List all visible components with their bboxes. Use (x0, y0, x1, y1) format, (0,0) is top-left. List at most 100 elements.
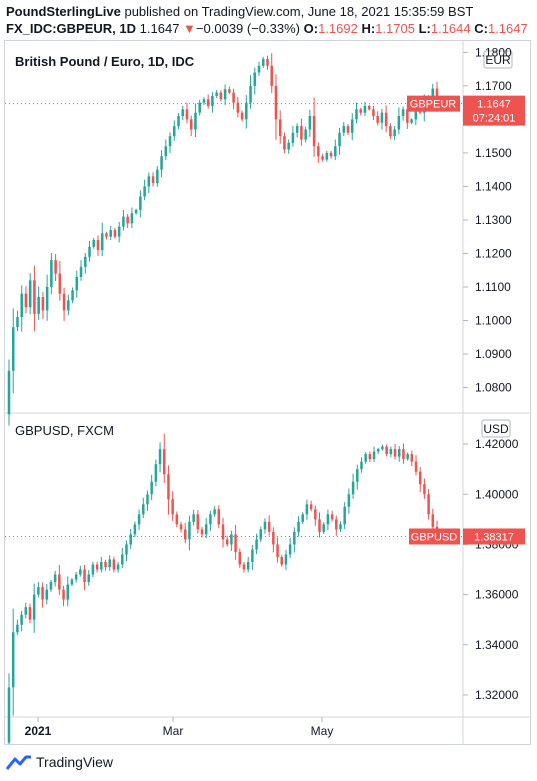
gbpusd-candle-body (230, 534, 233, 545)
gbpusd-candle-body (91, 564, 95, 575)
gbpeur-candle-body (300, 126, 303, 140)
gbpusd-candle-body (301, 514, 304, 522)
gbpusd-candle-body (142, 504, 145, 515)
gbpeur-candle-body (194, 112, 197, 130)
gbpeur-candle-body (185, 109, 189, 120)
gbpeur-candle-body (253, 72, 257, 86)
gbpusd-candle-body (70, 579, 74, 585)
gbpusd-candle-body (16, 624, 19, 633)
gbpusd-candles (7, 433, 439, 757)
gbpeur-candle-body (88, 246, 91, 257)
gbpeur-candle-body (338, 132, 341, 147)
gbpeur-candle-body (50, 260, 53, 287)
gbpeur-candle-body (211, 95, 214, 106)
gbpusd-price-tag-value: 1.38317 (474, 531, 514, 543)
gbpusd-candle-body (309, 504, 313, 510)
gbpusd-candle-body (146, 494, 149, 505)
gbpeur-candle-body (401, 109, 405, 117)
gbpeur-ytick-label: 1.1300 (475, 213, 512, 227)
ohlc-line: FX_IDC:GBPEUR, 1D 1.1647 ▼−0.0039 (−0.33… (6, 20, 531, 37)
gbpeur-candle-body (355, 109, 358, 120)
gbpeur-candle-body (79, 266, 83, 277)
gbpusd-candle-body (376, 449, 380, 452)
gbpusd-symbol-tag (409, 528, 460, 545)
gbpusd-candle-body (129, 534, 132, 545)
gbpusd-candle-body (137, 514, 141, 525)
gbpusd-candle-body (246, 561, 250, 570)
gbpusd-candle-body (183, 529, 187, 540)
gbpeur-candle-body (126, 216, 129, 224)
gbpusd-candle-body (368, 454, 372, 460)
gbpeur-candle-body (359, 109, 362, 113)
gbpusd-candle-body (347, 494, 351, 507)
gbpusd-candle-body (242, 564, 246, 570)
gbpeur-candle-body (164, 146, 168, 157)
gbpusd-candle-body (272, 531, 275, 545)
gbpeur-candle-body (278, 119, 282, 137)
gbpeur-candle-body (325, 152, 329, 160)
gbpeur-candle-body (113, 230, 117, 237)
gbpusd-title: GBPUSD, FXCM (15, 423, 114, 438)
gbpusd-candle-body (11, 632, 15, 688)
eur-currency-box[interactable] (483, 50, 513, 69)
gbpusd-candle-body (32, 594, 36, 620)
gbpeur-ytick-label: 1.1700 (475, 79, 512, 93)
gbpusd-candle-body (158, 449, 162, 465)
gbpeur-candle-body (37, 297, 40, 314)
gbpusd-candle-body (364, 454, 367, 462)
gbpusd-candle-body (28, 607, 32, 620)
gbpusd-candle-body (188, 521, 191, 540)
usd-currency-box[interactable] (481, 419, 511, 438)
open-label: O: (303, 21, 319, 36)
gbpusd-ytick-label: 1.40000 (475, 487, 519, 501)
gbpeur-candle-body (143, 186, 146, 197)
gbpeur-candle-body (7, 370, 11, 415)
gbpeur-candle-body (168, 136, 172, 147)
gbpusd-candle-body (360, 461, 363, 470)
gbpeur-candle-body (45, 286, 49, 311)
gbpeur-candle-body (291, 132, 295, 143)
gbpusd-candle-body (297, 521, 300, 532)
gbpeur-candle-body (228, 89, 231, 93)
gbpusd-candle-body (95, 564, 99, 570)
gbpeur-ytick-label: 1.1500 (475, 146, 512, 160)
gbpusd-candle-body (335, 519, 338, 530)
gbpusd-candle-body (209, 514, 212, 525)
high-label: H: (361, 21, 376, 36)
gbpeur-candle-body (312, 116, 316, 147)
publisher-line: PoundSterlingLive published on TradingVi… (6, 3, 531, 20)
gbpusd-candle-body (217, 509, 221, 525)
gbpeur-candle-body (287, 142, 290, 150)
gbpusd-candle-body (125, 544, 128, 555)
gbpeur-ytick-label: 1.1200 (475, 246, 512, 260)
open-value: 1.1692 (318, 21, 358, 36)
gbpeur-candle-body (295, 126, 299, 133)
gbpusd-price-axis: 1.420001.400001.380001.360001.340001.320… (463, 437, 519, 702)
gbpeur-candle-body (67, 300, 70, 311)
gbpusd-candle-body (133, 524, 137, 535)
gbpeur-candle-body (342, 126, 346, 133)
gbpusd-candle-body (397, 449, 401, 457)
gbpeur-candle-body (257, 65, 261, 73)
gbpusd-candle-body (288, 544, 292, 555)
gbpusd-candle-body (318, 519, 321, 532)
tradingview-brand[interactable]: TradingView (36, 754, 114, 770)
gbpusd-candle-body (234, 534, 237, 552)
low-label: L: (418, 21, 431, 36)
gbpeur-candle-body (147, 176, 151, 187)
gbpeur-candle-body (117, 226, 121, 237)
gbpusd-candle-body (154, 464, 158, 482)
tradingview-logo-icon (6, 755, 31, 770)
chart-svg[interactable]: British Pound / Euro, 1D, IDC EUR GBPUSD… (5, 41, 530, 757)
gbpeur-candle-body (321, 156, 324, 160)
close-value: 1.1647 (487, 21, 528, 36)
gbpeur-symbol-tag-label: GBPEUR (410, 99, 457, 111)
time-tick-label: May (311, 724, 334, 738)
gbpusd-candle-body (74, 574, 78, 580)
gbpusd-candle-body (83, 569, 86, 583)
gbpeur-candle-body (96, 240, 100, 251)
publisher-name[interactable]: PoundSterlingLive (6, 4, 121, 19)
gbpeur-candle-body (308, 116, 312, 130)
gbpeur-ytick-label: 1.1100 (475, 280, 511, 294)
gbpeur-candle-body (240, 112, 244, 120)
